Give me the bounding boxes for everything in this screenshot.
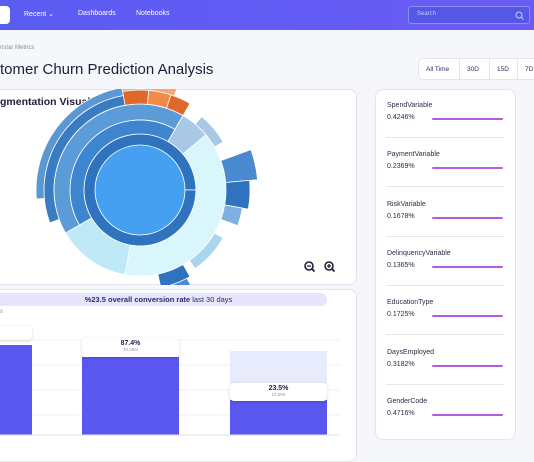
variable-value: 0.2369%: [387, 163, 415, 171]
variable-name: SpendVariable: [387, 102, 433, 109]
bar-percent: 23.5%: [268, 385, 289, 392]
variable-bar: [432, 413, 503, 416]
variable-value: 0.3182%: [387, 360, 415, 368]
bar-label: 87.4% 30.89M: [82, 338, 179, 357]
variable-value: 0.4246%: [387, 114, 415, 121]
bar-amount: 10.89K: [271, 392, 286, 397]
zoom-controls: [304, 261, 336, 273]
variable-bar: [432, 315, 503, 318]
bar-label: 23.5% 10.89K: [230, 383, 327, 401]
variable-name: EducationType: [387, 299, 434, 307]
variables-card: [375, 89, 516, 440]
time-filter[interactable]: 15D: [497, 66, 509, 73]
nav-dashboards[interactable]: Dashboards: [78, 10, 116, 17]
variable-name: DelinquencyVariable: [387, 249, 451, 257]
divider: [386, 186, 504, 188]
bar-amount: 30.89M: [122, 347, 138, 352]
variable-name: DaysEmployed: [387, 348, 435, 356]
variable-name: GenderCode: [387, 397, 428, 405]
sunburst-segment[interactable]: [170, 277, 191, 285]
banner-bold: %23.5 overall conversion rate: [84, 295, 191, 304]
divider: [386, 284, 504, 286]
time-filter[interactable]: All Time: [426, 66, 450, 73]
divider: [386, 383, 504, 385]
divider: [386, 235, 504, 237]
time-filter-group: [418, 58, 534, 80]
divider: [517, 58, 518, 80]
sunburst-segment[interactable]: [166, 94, 191, 117]
breadcrumb: nstar Metrics: [0, 45, 35, 51]
time-filter[interactable]: 7D: [525, 66, 534, 73]
sunburst-segment[interactable]: [194, 115, 224, 148]
bar-label: [0, 326, 32, 340]
zoom-in[interactable]: [324, 261, 336, 273]
sunburst-segment[interactable]: [121, 89, 179, 97]
variable-bar: [432, 216, 503, 219]
top-nav: Recent ⌄ Dashboards Notebooks Search: [0, 0, 534, 30]
bar[interactable]: [82, 357, 179, 435]
conversion-banner: %23.5 overall conversion rate last 30 da…: [0, 293, 327, 306]
variable-value: 0.1365%: [387, 261, 415, 269]
variable-value: 0.1678%: [387, 212, 415, 220]
bar-percent: 87.4%: [120, 340, 141, 347]
sunburst: [35, 89, 258, 285]
sunburst-segment[interactable]: [220, 204, 243, 227]
axis-label: s: [0, 309, 3, 315]
logo[interactable]: [0, 6, 10, 24]
search-placeholder: Search: [417, 11, 437, 17]
bar-chart: [0, 339, 340, 436]
nav-notebooks[interactable]: Notebooks: [136, 10, 170, 17]
variable-name: PaymentVariable: [387, 151, 440, 159]
zoom-out[interactable]: [304, 261, 316, 273]
divider: [386, 137, 504, 138]
variable-value: 0.4716%: [387, 409, 415, 417]
sunburst-segment[interactable]: [188, 232, 224, 270]
search-icon: [515, 11, 524, 20]
time-filter[interactable]: 30D: [467, 66, 479, 73]
sunburst-core[interactable]: [95, 145, 185, 235]
variable-bar: [432, 265, 503, 268]
banner-rest: last 30 days: [192, 295, 233, 304]
variable-bar: [432, 364, 503, 367]
nav-label: Recent: [24, 11, 47, 18]
bar[interactable]: [230, 400, 327, 435]
bar[interactable]: [0, 345, 32, 435]
sunburst-segment[interactable]: [224, 179, 251, 210]
page-title: tomer Churn Prediction Analysis: [0, 61, 214, 78]
search-box[interactable]: Search: [408, 6, 530, 24]
variable-bar: [432, 118, 503, 120]
variable-name: RiskVariable: [387, 200, 426, 208]
nav-recent[interactable]: Recent ⌄: [24, 11, 54, 18]
divider: [489, 58, 490, 80]
variable-value: 0.1725%: [387, 311, 415, 319]
divider: [386, 334, 504, 336]
sunburst-segment[interactable]: [220, 149, 258, 183]
divider: [459, 58, 460, 80]
variable-bar: [432, 167, 503, 170]
